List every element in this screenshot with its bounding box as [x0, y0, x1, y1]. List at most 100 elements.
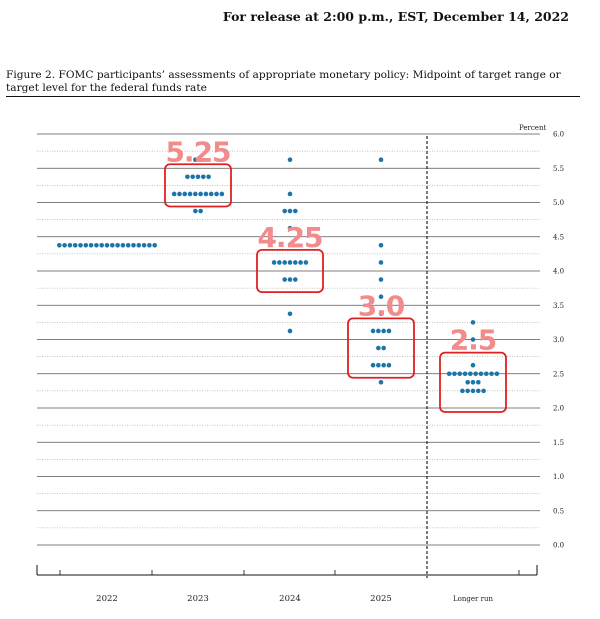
projection-dot — [193, 191, 198, 197]
x-tick-label: 2022 — [96, 594, 118, 604]
projection-dot — [378, 260, 384, 265]
projection-dot — [473, 371, 478, 377]
projection-dot — [452, 371, 457, 377]
y-tick-label: 1.0 — [553, 473, 564, 481]
projection-dot — [378, 294, 384, 299]
caption-divider — [6, 96, 580, 97]
projection-dot — [287, 225, 293, 231]
projection-dot — [470, 380, 476, 385]
y-tick-label: 2.0 — [553, 405, 564, 413]
projection-dot — [446, 371, 452, 377]
projection-dot — [125, 243, 131, 248]
projection-dot — [208, 191, 214, 197]
projection-dot — [282, 260, 288, 265]
y-tick-label: 2.5 — [553, 370, 564, 378]
projection-dot — [376, 345, 381, 351]
projection-dot — [282, 277, 288, 282]
projection-dot — [67, 243, 73, 248]
projection-dot — [185, 174, 190, 180]
projection-dot — [470, 362, 476, 368]
projection-dot — [298, 260, 303, 265]
annotation-label: 3.0 — [358, 289, 405, 322]
projection-dot — [287, 328, 293, 334]
x-tick-label: Longer run — [453, 595, 493, 603]
projection-dot — [287, 208, 293, 214]
projection-dot — [293, 277, 298, 282]
projection-dot — [83, 243, 89, 248]
projection-dot — [378, 157, 384, 162]
annotation-layer: 5.25 4.25 3.0 2.5 — [164, 135, 507, 413]
projection-dot — [470, 337, 476, 342]
y-tick-label: 3.0 — [553, 336, 564, 344]
projection-dot — [198, 208, 203, 214]
projection-dot — [376, 362, 381, 368]
projection-dot — [195, 174, 201, 180]
projection-dot — [462, 371, 468, 377]
annotation-label: 4.25 — [257, 221, 322, 254]
projection-dot — [381, 345, 386, 351]
projection-dot — [219, 191, 225, 197]
figure-caption: Figure 2. FOMC participants’ assessments… — [6, 69, 561, 94]
projection-dot — [287, 277, 293, 282]
y-tick-label: 6.0 — [553, 131, 564, 139]
y-tick-label: 4.0 — [553, 268, 564, 276]
projection-dot — [287, 191, 293, 197]
projection-dot — [287, 311, 293, 317]
projection-dot — [287, 157, 293, 162]
projection-dot — [198, 191, 203, 197]
projection-dot — [376, 328, 381, 334]
projection-dot — [287, 260, 293, 265]
projection-dot — [478, 371, 484, 377]
projection-dot — [470, 320, 476, 325]
highlight-box — [439, 351, 507, 413]
projection-dot — [110, 243, 115, 248]
projection-dot — [293, 260, 298, 265]
dots-layer — [57, 157, 500, 394]
projection-dot — [203, 191, 209, 197]
projection-dot — [483, 371, 489, 377]
projection-dot — [381, 362, 386, 368]
projection-dot — [131, 243, 136, 248]
projection-dot — [147, 243, 152, 248]
projection-dot — [152, 243, 157, 248]
projection-dot — [465, 388, 471, 394]
projection-dot — [171, 191, 177, 197]
y-axis-label: Percent — [519, 124, 546, 132]
projection-dot — [468, 371, 473, 377]
projection-dot — [57, 243, 62, 248]
x-tick-label: 2025 — [370, 594, 392, 604]
projection-dot — [99, 243, 104, 248]
projection-dot — [293, 208, 298, 214]
projection-dot — [182, 191, 188, 197]
projection-dot — [206, 174, 211, 180]
y-tick-label: 0.5 — [553, 507, 564, 515]
projection-dot — [282, 208, 288, 214]
projection-dot — [94, 243, 99, 248]
projection-dot — [198, 157, 203, 162]
projection-dot — [470, 388, 476, 394]
y-tick-label: 5.0 — [553, 199, 564, 207]
x-tick-label: 2024 — [279, 594, 301, 604]
projection-dot — [381, 328, 386, 334]
projection-dot — [115, 243, 120, 248]
projection-dot — [457, 371, 463, 377]
projection-dot — [481, 388, 486, 394]
projection-dot — [378, 277, 384, 282]
projection-dot — [489, 371, 494, 377]
projection-dot — [378, 243, 384, 248]
projection-dot — [494, 371, 500, 377]
release-timestamp: For release at 2:00 p.m., EST, December … — [222, 9, 569, 24]
projection-dot — [177, 191, 182, 197]
annotation-label: 5.25 — [165, 135, 230, 168]
highlight-box — [347, 317, 415, 379]
projection-dot — [386, 328, 392, 334]
projection-dot — [190, 174, 195, 180]
projection-dot — [378, 380, 384, 385]
projection-dot — [386, 362, 392, 368]
x-tick-label: 2023 — [187, 594, 209, 604]
projection-dot — [104, 243, 110, 248]
projection-dot — [187, 191, 193, 197]
projection-dot — [370, 362, 376, 368]
y-tick-label: 4.5 — [553, 233, 564, 241]
